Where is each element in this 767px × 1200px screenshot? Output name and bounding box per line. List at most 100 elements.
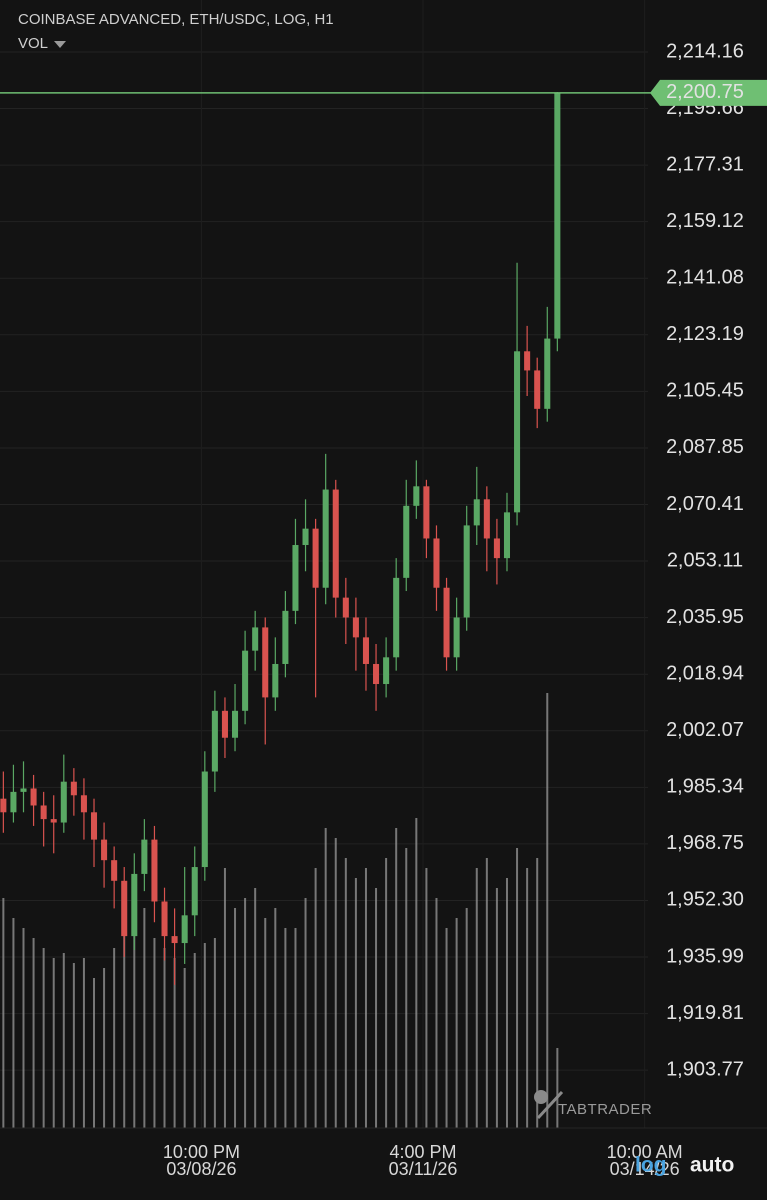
y-tick-label: 2,177.31	[666, 153, 744, 175]
volume-bar	[173, 958, 176, 1128]
volume-toggle[interactable]: VOL	[18, 35, 48, 52]
volume-bar	[12, 918, 15, 1128]
volume-bar	[556, 1048, 559, 1128]
candle-body	[101, 839, 108, 861]
candle-body	[111, 860, 118, 881]
candle-body	[393, 577, 400, 658]
volume-bar	[32, 938, 35, 1128]
volume-bar	[505, 878, 508, 1128]
candle-body	[473, 499, 480, 526]
volume-bar	[133, 898, 136, 1128]
candle-body	[312, 528, 319, 588]
volume-bar	[42, 948, 45, 1128]
auto-button[interactable]: auto	[690, 1154, 734, 1177]
volume-bar	[364, 868, 367, 1128]
volume-bar	[314, 868, 317, 1128]
candle-body	[141, 839, 148, 874]
dropdown-arrow[interactable]	[54, 41, 66, 48]
candle-body	[252, 627, 259, 651]
volume-bar	[294, 928, 297, 1128]
y-tick-label: 1,968.75	[666, 832, 744, 854]
candle-body	[191, 867, 198, 916]
y-tick-label: 2,070.41	[666, 493, 744, 515]
volume-bar	[344, 858, 347, 1128]
volume-bar	[354, 878, 357, 1128]
candle-body	[181, 915, 188, 944]
overlay-layer: 2,214.162,195.662,177.312,159.122,141.08…	[0, 40, 767, 1179]
candle-body	[221, 710, 228, 738]
volume-bar	[103, 968, 106, 1128]
candle-body	[131, 873, 138, 937]
candle-body	[20, 788, 27, 792]
log-button[interactable]: log	[635, 1154, 667, 1177]
candle-body	[362, 637, 369, 664]
candle-body	[201, 771, 208, 868]
candle-body	[10, 791, 17, 813]
y-tick-label: 2,035.95	[666, 606, 744, 628]
volume-bar	[465, 908, 468, 1128]
candle-body	[514, 351, 521, 513]
volume-bar	[82, 958, 85, 1128]
volume-bar	[445, 928, 448, 1128]
candle-body	[171, 936, 178, 944]
candle-body	[70, 781, 77, 796]
candle-body	[483, 499, 490, 539]
volume-bar	[93, 978, 96, 1128]
candle-body	[90, 812, 98, 840]
y-tick-label: 1,903.77	[666, 1058, 744, 1080]
candle-body	[30, 788, 37, 806]
y-tick-label: 2,141.08	[666, 267, 744, 289]
volume-bar	[516, 848, 519, 1128]
candle-body	[503, 512, 511, 559]
y-tick-label: 2,123.19	[666, 323, 744, 345]
volume-bar	[324, 828, 327, 1128]
volume-bar	[62, 953, 65, 1128]
volume-bar	[143, 908, 146, 1128]
candle-body	[332, 489, 339, 598]
volume-bar	[415, 818, 418, 1128]
candle-body	[121, 880, 128, 937]
candle-body	[453, 617, 460, 658]
candle-body	[80, 795, 87, 813]
y-tick-label: 2,018.94	[666, 662, 744, 684]
candle-body	[534, 370, 541, 409]
volume-bar	[425, 868, 428, 1128]
y-tick-label: 1,952.30	[666, 889, 744, 911]
x-tick-date: 03/08/26	[166, 1159, 236, 1179]
watermark-icon	[534, 1090, 548, 1104]
candle-body	[40, 805, 47, 820]
candle-body	[423, 486, 430, 539]
last-price-label: 2,200.75	[666, 81, 744, 103]
candle-body	[322, 489, 329, 588]
volume-bar	[264, 918, 267, 1128]
volume-bar	[244, 898, 247, 1128]
candle-layer	[0, 92, 561, 985]
candle-body	[463, 525, 470, 618]
volume-bar	[546, 693, 549, 1128]
volume-bar	[203, 943, 206, 1128]
volume-bar	[2, 898, 5, 1128]
candle-body	[232, 710, 239, 738]
candle-body	[342, 597, 349, 618]
volume-bar	[254, 888, 257, 1128]
volume-bar	[395, 828, 398, 1128]
candle-body	[242, 650, 249, 711]
volume-bar	[536, 858, 539, 1128]
candle-body	[151, 839, 158, 902]
volume-bar	[385, 858, 388, 1128]
volume-bar	[435, 898, 438, 1128]
candle-body	[302, 528, 309, 546]
x-tick-date: 03/14/26	[610, 1159, 680, 1179]
x-tick-label: 4:00 PM	[390, 1142, 457, 1162]
candle-body	[373, 663, 380, 685]
volume-bar	[274, 908, 277, 1128]
volume-bar	[485, 858, 488, 1128]
candle-body	[352, 617, 359, 638]
candle-body	[383, 657, 390, 685]
y-tick-label: 2,002.07	[666, 719, 744, 741]
candle-body	[524, 351, 531, 371]
x-tick-label: 10:00 AM	[607, 1142, 683, 1162]
candle-body	[211, 710, 218, 772]
volume-bar	[234, 908, 237, 1128]
